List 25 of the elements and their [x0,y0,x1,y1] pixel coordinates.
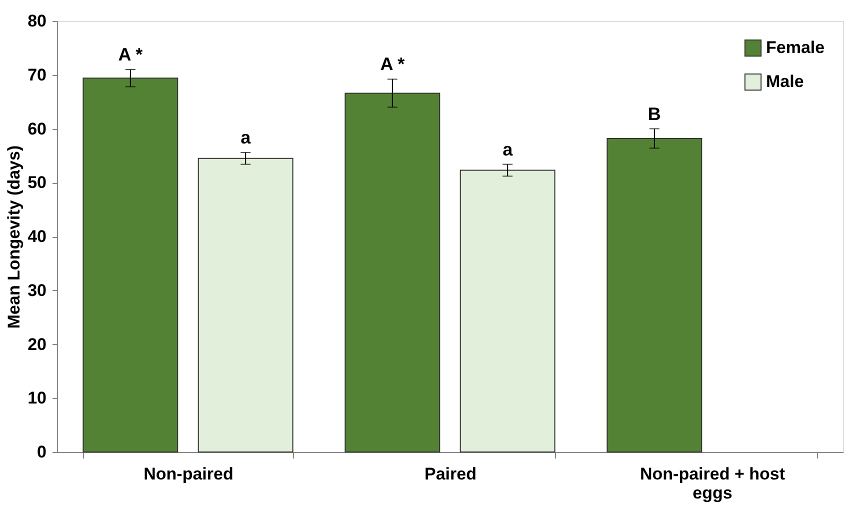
y-tick-label: 30 [28,280,46,300]
y-tick-label: 0 [37,442,46,462]
y-tick-label: 10 [28,388,46,408]
y-tick-label: 80 [28,12,46,30]
y-tick-label: 70 [28,65,46,84]
x-tick-label: Non-paired + host eggs [640,464,786,502]
y-tick-label: 50 [28,173,46,192]
bar [82,78,178,452]
x-tick-label: Paired [424,464,476,484]
y-axis-title: Mean Longevity (days) [4,145,24,329]
y-tick-label: 20 [28,334,46,354]
data-label: a [502,139,514,160]
x-tick-label: Non-paired [144,464,234,484]
bar [198,158,294,452]
legend-label: Male [766,72,804,91]
y-tick-label: 40 [28,227,46,246]
legend-label: Female [766,38,825,57]
bar [606,138,702,452]
y-tick-label: 60 [28,119,46,138]
data-label: A * [118,44,143,64]
data-label: a [240,127,252,148]
data-label: A * [380,54,405,74]
bar [344,92,440,452]
bar [460,170,556,452]
data-label: B [648,104,661,124]
